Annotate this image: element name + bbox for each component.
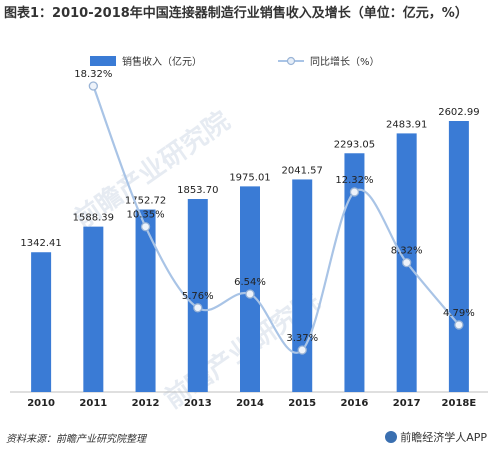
growth-value-label: 3.37%	[286, 333, 318, 344]
growth-point	[349, 187, 360, 197]
bar-value-label: 2293.05	[334, 139, 375, 150]
bar	[187, 199, 208, 392]
growth-point	[193, 303, 203, 313]
growth-value-label: 4.79%	[443, 308, 475, 319]
growth-point	[402, 257, 412, 268]
legend-label-line: 同比增长（%）	[310, 55, 380, 68]
bar	[31, 252, 52, 392]
x-tick-label: 2018E	[442, 398, 477, 409]
bar-value-label: 1752.72	[125, 196, 166, 207]
brand-label: 前瞻经济学人APP	[385, 429, 487, 445]
x-tick-label: 2013	[184, 398, 212, 409]
growth-value-label: 12.32%	[335, 175, 373, 186]
growth-value-label: 18.32%	[74, 69, 112, 80]
x-tick-label: 2011	[79, 398, 107, 409]
bar-value-label: 1342.41	[20, 238, 61, 249]
bar-value-label: 2483.91	[386, 119, 427, 130]
x-tick-label: 2014	[236, 398, 264, 409]
growth-point	[88, 81, 98, 91]
bar-value-label: 2041.57	[282, 165, 323, 176]
legend-swatch-bar	[90, 56, 116, 66]
bar-value-label: 1588.39	[73, 213, 114, 224]
bar	[292, 179, 313, 392]
bar	[344, 153, 365, 392]
bar	[135, 209, 156, 392]
legend-label-bar: 销售收入（亿元）	[122, 55, 202, 68]
bar	[240, 186, 260, 392]
growth-point	[140, 222, 151, 232]
growth-point	[454, 320, 464, 330]
brand-text: 前瞻经济学人APP	[400, 431, 487, 444]
legend-marker-line	[286, 56, 296, 66]
bar	[448, 121, 469, 392]
x-tick-label: 2012	[132, 398, 160, 409]
growth-value-label: 6.54%	[234, 277, 266, 288]
growth-point	[245, 289, 255, 299]
growth-value-label: 10.35%	[126, 210, 164, 221]
bar-value-label: 1853.70	[177, 185, 218, 196]
growth-value-label: 8.32%	[391, 246, 423, 257]
brand-icon	[385, 431, 398, 443]
x-tick-label: 2017	[393, 398, 421, 409]
x-tick-label: 2010	[27, 398, 55, 409]
growth-point	[297, 345, 307, 355]
x-tick-label: 2016	[341, 398, 369, 409]
bar-value-label: 1975.01	[229, 172, 270, 183]
x-tick-label: 2015	[288, 398, 316, 409]
source-note: 资料来源：前瞻产业研究院整理	[6, 434, 146, 445]
growth-value-label: 5.76%	[182, 291, 214, 302]
bar-value-label: 2602.99	[438, 107, 479, 118]
bar	[83, 226, 104, 392]
chart-title: 图表1：2010-2018年中国连接器制造行业销售收入及增长（单位：亿元，%）	[4, 6, 468, 21]
